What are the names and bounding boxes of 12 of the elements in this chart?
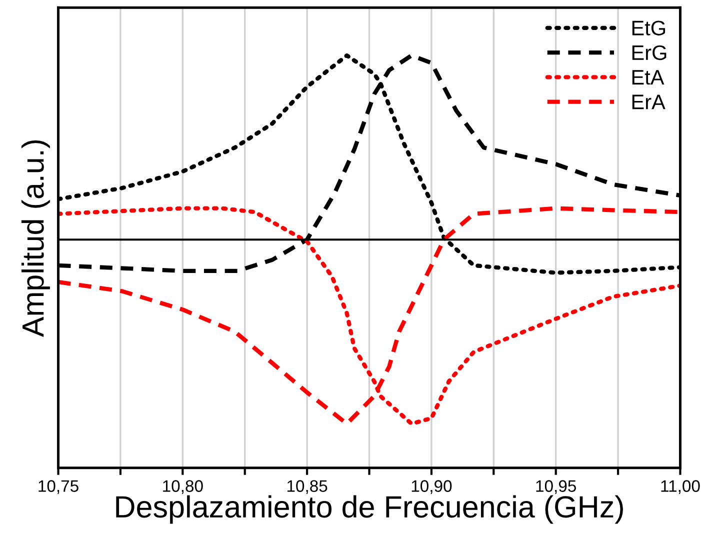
y-axis-title: Amplitud (a.u.) — [21, 140, 50, 338]
legend-label: ErA — [632, 94, 666, 110]
x-axis-title: Desplazamiento de Frecuencia (GHz) — [116, 495, 623, 524]
x-tick-label: 11,00 — [661, 480, 700, 494]
legend-label: ErG — [632, 45, 666, 60]
legend-label: EtA — [632, 70, 664, 85]
x-tick-label: 10,80 — [163, 480, 203, 494]
x-tick-label: 10,95 — [536, 480, 576, 494]
x-tick-label: 10,90 — [412, 480, 452, 494]
x-tick-label: 10,75 — [38, 480, 78, 494]
x-tick-label: 10,85 — [287, 480, 328, 494]
legend-label: EtG — [632, 20, 666, 36]
